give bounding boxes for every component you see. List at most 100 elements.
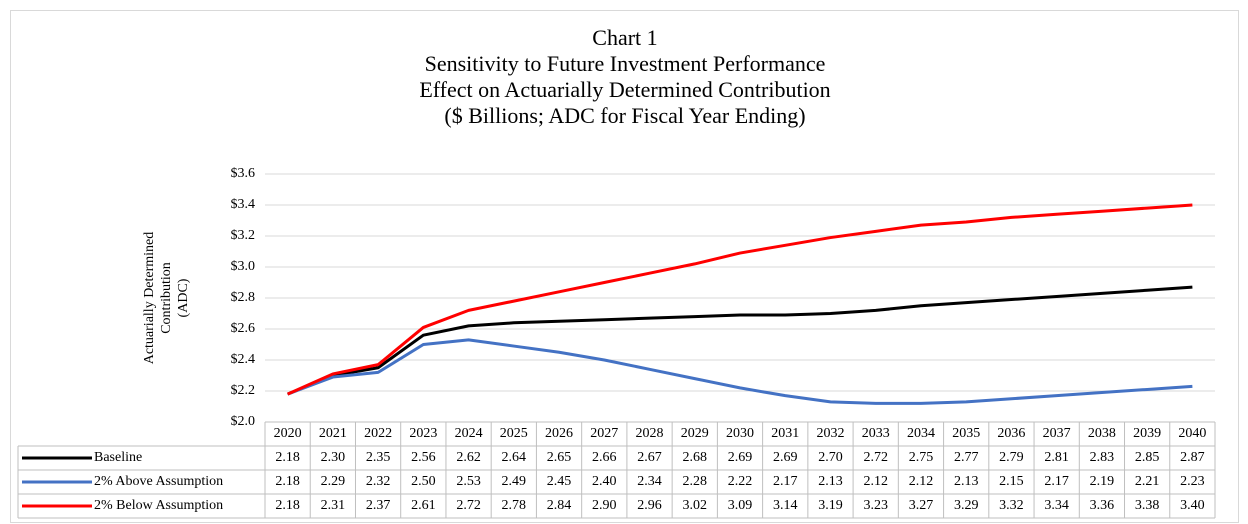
table-value: 3.29: [954, 498, 979, 513]
table-value: 3.27: [909, 498, 934, 513]
x-tick-label: 2038: [1088, 426, 1116, 441]
x-tick-label: 2039: [1133, 426, 1161, 441]
legend-label: Baseline: [94, 450, 142, 465]
y-tick-label: $2.4: [231, 352, 256, 367]
table-value: 2.67: [637, 450, 662, 465]
legend-label: 2% Above Assumption: [94, 474, 223, 489]
y-tick-label: $2.0: [231, 414, 256, 429]
table-value: 3.36: [1090, 498, 1115, 513]
table-value: 3.09: [728, 498, 753, 513]
y-axis-label: Actuarially Determined: [142, 232, 157, 365]
table-value: 2.35: [366, 450, 391, 465]
y-tick-label: $2.2: [231, 383, 256, 398]
x-tick-label: 2036: [997, 426, 1025, 441]
y-tick-label: $3.2: [231, 228, 256, 243]
series-line: [287, 203, 1193, 396]
table-value: 2.12: [909, 474, 934, 489]
x-tick-label: 2030: [726, 426, 754, 441]
table-value: 3.02: [683, 498, 708, 513]
table-value: 2.40: [592, 474, 617, 489]
table-value: 2.69: [773, 450, 798, 465]
x-tick-label: 2025: [500, 426, 528, 441]
table-value: 2.49: [502, 474, 527, 489]
table-value: 2.53: [456, 474, 481, 489]
table-value: 3.40: [1180, 498, 1205, 513]
x-tick-label: 2027: [590, 426, 618, 441]
table-value: 2.34: [637, 474, 662, 489]
table-value: 2.84: [547, 498, 572, 513]
table-value: 2.13: [954, 474, 979, 489]
chart-subtitle: Sensitivity to Future Investment Perform…: [425, 51, 826, 76]
table-value: 2.87: [1180, 450, 1205, 465]
table-value: 3.38: [1135, 498, 1160, 513]
table-value: 2.18: [275, 450, 300, 465]
x-tick-label: 2032: [816, 426, 844, 441]
x-tick-label: 2023: [409, 426, 437, 441]
chart-border: [10, 10, 1239, 523]
table-value: 2.75: [909, 450, 934, 465]
x-tick-label: 2021: [319, 426, 347, 441]
series-line: [287, 285, 1193, 396]
x-tick-label: 2024: [455, 426, 483, 441]
x-tick-label: 2022: [364, 426, 392, 441]
y-tick-label: $3.0: [231, 259, 256, 274]
table-value: 2.50: [411, 474, 436, 489]
table-value: 3.19: [818, 498, 843, 513]
table-value: 3.32: [999, 498, 1024, 513]
table-value: 2.81: [1044, 450, 1069, 465]
table-value: 2.22: [728, 474, 753, 489]
table-value: 2.90: [592, 498, 617, 513]
x-tick-label: 2034: [907, 426, 935, 441]
table-value: 2.66: [592, 450, 617, 465]
table-value: 2.37: [366, 498, 391, 513]
table-value: 2.61: [411, 498, 436, 513]
y-tick-label: $3.6: [231, 166, 256, 181]
table-value: 2.64: [502, 450, 527, 465]
chart-title: Chart 1: [592, 25, 657, 50]
table-value: 2.62: [456, 450, 481, 465]
x-tick-label: 2028: [636, 426, 664, 441]
table-value: 2.68: [683, 450, 708, 465]
table-value: 3.34: [1044, 498, 1069, 513]
table-value: 2.79: [999, 450, 1024, 465]
y-tick-label: $3.4: [231, 197, 256, 212]
table-value: 2.17: [1044, 474, 1069, 489]
series-line: [287, 338, 1193, 405]
table-value: 2.32: [366, 474, 391, 489]
y-tick-label: $2.6: [231, 321, 256, 336]
x-tick-label: 2026: [545, 426, 573, 441]
table-value: 2.17: [773, 474, 798, 489]
y-axis-label: Contribution: [159, 262, 174, 334]
table-value: 2.72: [863, 450, 888, 465]
x-tick-label: 2031: [771, 426, 799, 441]
table-value: 2.83: [1090, 450, 1115, 465]
table-value: 2.28: [683, 474, 708, 489]
table-value: 2.19: [1090, 474, 1115, 489]
table-value: 2.70: [818, 450, 843, 465]
table-value: 2.72: [456, 498, 481, 513]
table-value: 2.31: [321, 498, 346, 513]
table-value: 2.21: [1135, 474, 1160, 489]
table-value: 2.77: [954, 450, 979, 465]
x-tick-label: 2040: [1178, 426, 1206, 441]
table-value: 2.30: [321, 450, 346, 465]
legend-label: 2% Below Assumption: [94, 498, 223, 513]
x-tick-label: 2029: [681, 426, 709, 441]
table-value: 2.29: [321, 474, 346, 489]
table-value: 3.14: [773, 498, 798, 513]
chart-subtitle: Effect on Actuarially Determined Contrib…: [419, 77, 830, 102]
y-tick-label: $2.8: [231, 290, 256, 305]
table-value: 2.45: [547, 474, 572, 489]
table-value: 2.23: [1180, 474, 1205, 489]
x-tick-label: 2020: [274, 426, 302, 441]
table-value: 3.23: [863, 498, 888, 513]
chart-subtitle: ($ Billions; ADC for Fiscal Year Ending): [444, 103, 805, 128]
table-value: 2.15: [999, 474, 1024, 489]
table-value: 2.56: [411, 450, 436, 465]
x-tick-label: 2033: [862, 426, 890, 441]
table-value: 2.78: [502, 498, 527, 513]
table-value: 2.12: [863, 474, 888, 489]
table-value: 2.13: [818, 474, 843, 489]
x-tick-label: 2037: [1043, 426, 1071, 441]
